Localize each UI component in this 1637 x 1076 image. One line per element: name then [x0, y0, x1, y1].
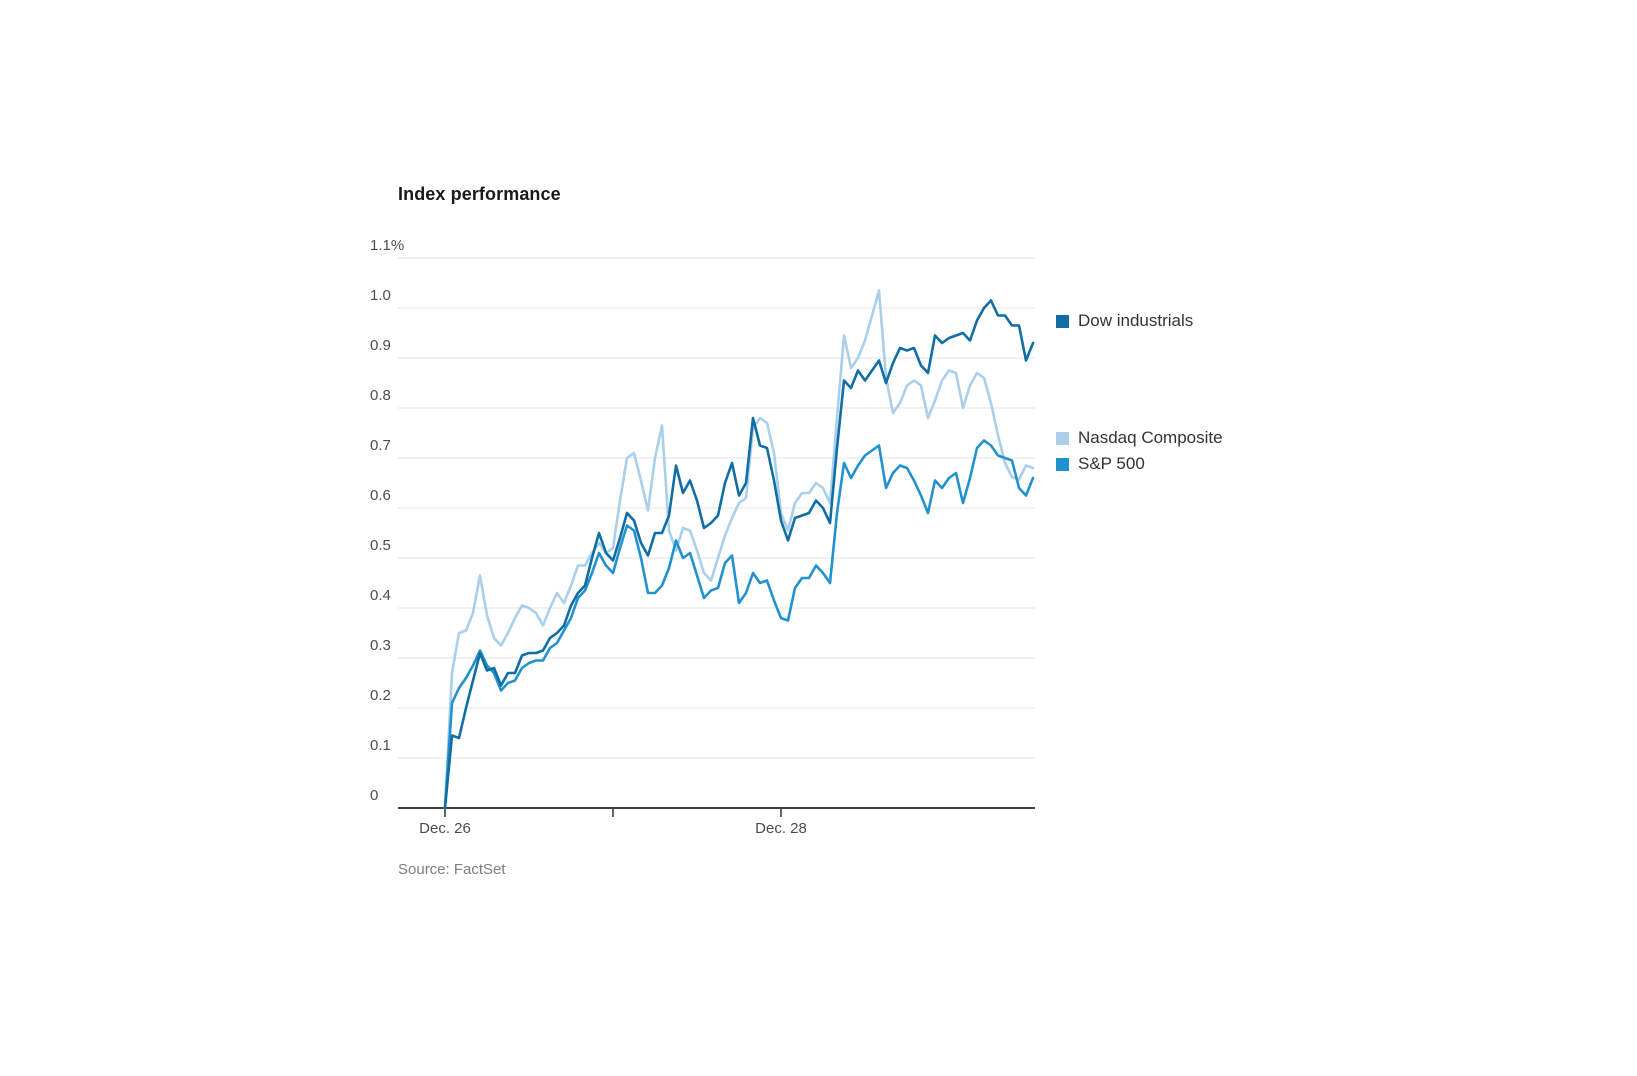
y-axis-label: 0.5	[370, 537, 391, 554]
y-axis-label: 1.0	[370, 287, 391, 304]
y-axis-label: 0.3	[370, 637, 391, 654]
chart-title: Index performance	[398, 184, 561, 204]
x-axis-label: Dec. 26	[419, 820, 471, 837]
y-axis-label: 0.7	[370, 437, 391, 454]
x-axis-label: Dec. 28	[755, 820, 807, 837]
y-axis-label: 0.4	[370, 587, 391, 604]
y-axis-label: 0	[370, 787, 379, 804]
series-line-dow-industrials	[443, 299, 1035, 810]
y-axis-label: 0.2	[370, 687, 391, 704]
y-axis-label: 0.8	[370, 387, 391, 404]
y-axis-label: 1.1%	[370, 237, 405, 254]
y-axis-label: 0.1	[370, 737, 391, 754]
y-axis-label: 0.6	[370, 487, 391, 504]
source-label: Source: FactSet	[398, 861, 506, 878]
series-line-s-p-500	[443, 439, 1035, 810]
y-axis-label: 0.9	[370, 337, 391, 354]
series-line-nasdaq-composite	[443, 289, 1035, 810]
